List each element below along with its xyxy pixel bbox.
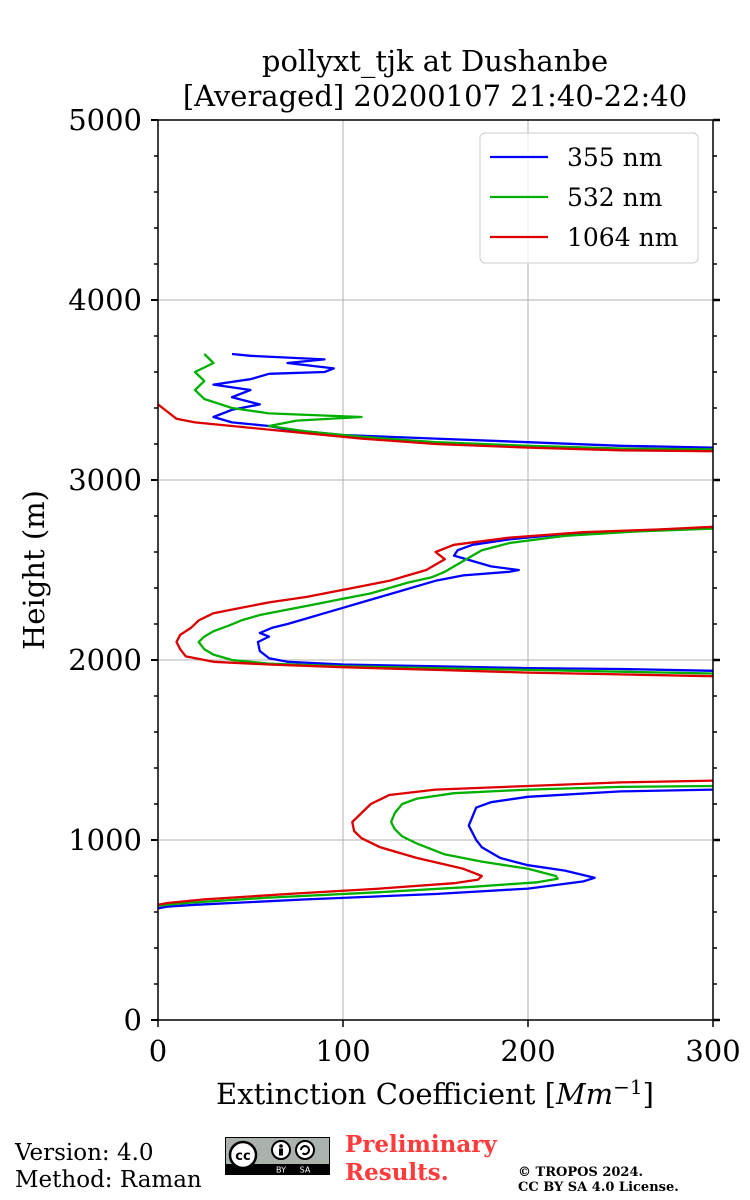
copyright-notice: © TROPOS 2024. CC BY SA 4.0 License.	[518, 1165, 679, 1195]
legend-label-1064-nm: 1064 nm	[567, 223, 679, 252]
legend: 355 nm 532 nm 1064 nm	[479, 132, 699, 264]
series-group	[158, 352, 713, 910]
y-tick-labels: 0 1000 2000 3000 4000 5000	[68, 103, 142, 1037]
x-tick-label-100: 100	[315, 1034, 370, 1068]
copyright-line2: CC BY SA 4.0 License.	[518, 1180, 679, 1195]
series-line-532-nm	[158, 353, 713, 907]
chart-title-line2: [Averaged] 20200107 21:40-22:40	[183, 79, 687, 113]
footer-version: Version: 4.0	[15, 1140, 154, 1166]
y-tick-label-3000: 3000	[68, 463, 142, 497]
x-tick-label-300: 300	[685, 1034, 740, 1068]
y-tick-label-1000: 1000	[68, 823, 142, 857]
preliminary-line1: Preliminary	[345, 1131, 497, 1158]
preliminary-notice: Preliminary Results.	[345, 1131, 497, 1187]
legend-label-532-nm: 532 nm	[567, 183, 663, 212]
y-tick-label-2000: 2000	[68, 643, 142, 677]
badge-sa-label: SA	[300, 1166, 311, 1175]
legend-label-355-nm: 355 nm	[567, 143, 663, 172]
y-tick-label-0: 0	[124, 1003, 142, 1037]
preliminary-line2: Results.	[345, 1159, 449, 1186]
chart-title-line1: pollyxt_tjk at Dushanbe	[262, 44, 608, 79]
cc-logo-icon	[228, 1140, 258, 1170]
y-tick-label-4000: 4000	[68, 283, 142, 317]
x-tick-label-200: 200	[500, 1034, 555, 1068]
y-axis-label: Height (m)	[17, 490, 51, 650]
series-line-1064-nm	[158, 403, 713, 906]
x-axis-label: Extinction Coefficient [Mm−1]	[216, 1075, 654, 1111]
grid-lines	[158, 120, 713, 1020]
x-tick-labels: 0 100 200 300	[149, 1034, 741, 1068]
footer-method: Method: Raman	[15, 1167, 202, 1193]
series-line-355-nm	[158, 352, 713, 910]
legend-box	[479, 132, 699, 264]
y-tick-label-5000: 5000	[68, 103, 142, 137]
axis-ticks	[151, 118, 720, 1027]
copyright-line1: © TROPOS 2024.	[518, 1165, 644, 1180]
cc-license-badge: cc BY SA	[225, 1137, 330, 1175]
plot-frame	[157, 119, 714, 1021]
badge-by-label: BY	[276, 1166, 286, 1175]
share-alike-icon	[295, 1140, 315, 1160]
x-tick-label-0: 0	[149, 1034, 167, 1068]
extinction-chart: pollyxt_tjk at Dushanbe [Averaged] 20200…	[17, 44, 741, 1111]
cc-logo-text: cc	[235, 1149, 250, 1164]
